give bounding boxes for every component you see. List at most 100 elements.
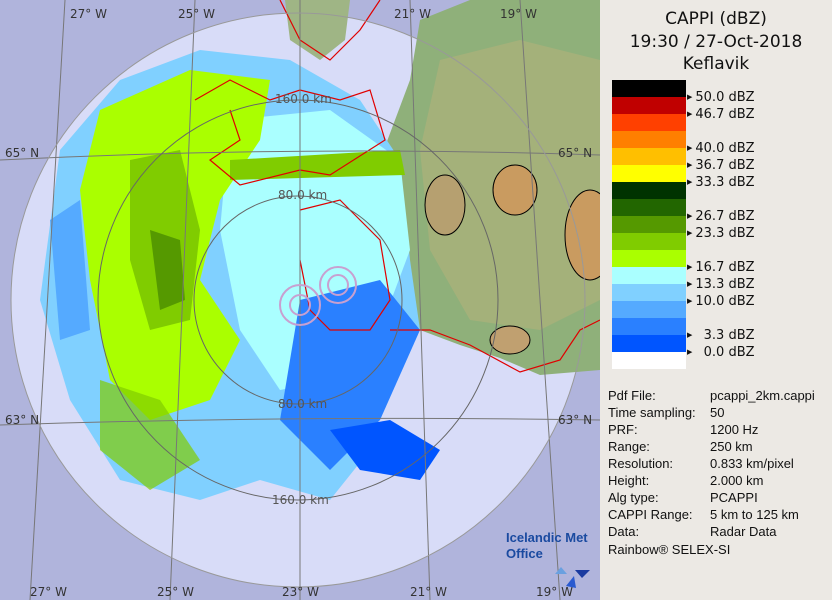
tick-marker-icon: ▶	[687, 110, 693, 118]
legend-label: ▶ 3.3 dBZ	[687, 328, 755, 343]
info-key: Time sampling:	[608, 405, 696, 420]
info-key: Height:	[608, 473, 650, 488]
legend-label: ▶ 50.0 dBZ	[687, 90, 755, 105]
info-value: 2.000 km	[710, 473, 764, 488]
range-label-80-top: 80.0 km	[278, 188, 327, 202]
legend-swatch	[612, 80, 686, 97]
info-row: Range: 250 km	[608, 438, 753, 455]
datetime: 19:30 / 27-Oct-2018	[629, 32, 803, 52]
legend-swatch	[612, 318, 686, 335]
legend-label: ▶ 0.0 dBZ	[687, 345, 755, 360]
lat-label-right: 65° N	[558, 146, 592, 160]
legend-swatch	[612, 114, 686, 131]
legend-label: ▶ 10.0 dBZ	[687, 294, 755, 309]
site-name: Keflavik	[682, 54, 750, 74]
range-label-160-top: 160.0 km	[275, 92, 332, 106]
coastline	[194, 0, 600, 373]
legend-label-text: 3.3 dBZ	[695, 328, 755, 343]
radar-map[interactable]: 160.0 km 80.0 km 80.0 km 160.0 km 27° W …	[0, 0, 600, 600]
legend-swatch	[612, 352, 686, 369]
legend-swatch	[612, 97, 686, 114]
lon-label-top: 19° W	[500, 7, 537, 21]
legend-swatch	[612, 284, 686, 301]
info-value: 1200 Hz	[710, 422, 759, 437]
lon-label-top: 25° W	[178, 7, 215, 21]
lon-label-bottom: 19° W	[536, 585, 573, 599]
legend-label-text: 36.7 dBZ	[695, 158, 755, 173]
range-label-80-bottom: 80.0 km	[278, 397, 327, 411]
legend-swatch	[612, 335, 686, 352]
tick-marker-icon: ▶	[687, 93, 693, 101]
tick-marker-icon: ▶	[687, 297, 693, 305]
info-key: CAPPI Range:	[608, 507, 693, 522]
info-value: 0.833 km/pixel	[710, 456, 794, 471]
tick-marker-icon: ▶	[687, 229, 693, 237]
info-key: Data:	[608, 524, 640, 539]
tick-marker-icon: ▶	[687, 280, 693, 288]
info-row: PRF: 1200 Hz	[608, 421, 758, 438]
range-label-160-bottom: 160.0 km	[272, 493, 329, 507]
legend-label: ▶ 40.0 dBZ	[687, 141, 755, 156]
radar-echoes	[40, 50, 440, 500]
legend-label: ▶ 36.7 dBZ	[687, 158, 755, 173]
info-key: PRF:	[608, 422, 638, 437]
legend-swatch	[612, 165, 686, 182]
legend-label-text: 33.3 dBZ	[695, 175, 755, 190]
info-panel: CAPPI (dBZ) 19:30 / 27-Oct-2018 Keflavik…	[600, 0, 832, 600]
legend-swatch	[612, 131, 686, 148]
logo-text: Icelandic Met Office	[506, 530, 588, 561]
info-row: Time sampling: 50	[608, 404, 724, 421]
info-row: Resolution: 0.833 km/pixel	[608, 455, 794, 472]
tick-marker-icon: ▶	[687, 263, 693, 271]
lon-label-top: 21° W	[394, 7, 431, 21]
tick-marker-icon: ▶	[687, 331, 693, 339]
legend-label-text: 46.7 dBZ	[695, 107, 755, 122]
glacier-outline	[489, 325, 531, 355]
info-row: Data: Radar Data	[608, 523, 776, 540]
legend-label: ▶ 46.7 dBZ	[687, 107, 755, 122]
lon-label-bottom: 27° W	[30, 585, 67, 599]
info-value: PCAPPI	[710, 490, 758, 505]
software-credit: Rainbow® SELEX-SI	[608, 542, 731, 557]
lon-label-bottom: 25° W	[157, 585, 194, 599]
legend-label-text: 50.0 dBZ	[695, 90, 755, 105]
tick-marker-icon: ▶	[687, 212, 693, 220]
legend-swatch	[612, 182, 686, 199]
tick-marker-icon: ▶	[687, 178, 693, 186]
radar-site-marker	[279, 266, 357, 326]
info-row: Pdf File: pcappi_2km.cappi	[608, 387, 815, 404]
product-title: CAPPI (dBZ)	[665, 9, 767, 29]
info-row: CAPPI Range: 5 km to 125 km	[608, 506, 799, 523]
legend-swatch	[612, 148, 686, 165]
legend-label-text: 16.7 dBZ	[695, 260, 755, 275]
legend-label: ▶ 16.7 dBZ	[687, 260, 755, 275]
legend-swatch	[612, 233, 686, 250]
info-row: Alg type: PCAPPI	[608, 489, 758, 506]
glacier-outline	[564, 189, 600, 281]
info-key: Alg type:	[608, 490, 659, 505]
tick-marker-icon: ▶	[687, 161, 693, 169]
legend-label: ▶ 33.3 dBZ	[687, 175, 755, 190]
lon-label-top: 27° W	[70, 7, 107, 21]
info-value: pcappi_2km.cappi	[710, 388, 815, 403]
info-value: 50	[710, 405, 725, 420]
lon-label-bottom: 21° W	[410, 585, 447, 599]
info-key: Range:	[608, 439, 650, 454]
info-key: Pdf File:	[608, 388, 656, 403]
info-key: Resolution:	[608, 456, 674, 471]
legend-swatch	[612, 301, 686, 318]
tick-marker-icon: ▶	[687, 144, 693, 152]
legend-label-text: 13.3 dBZ	[695, 277, 755, 292]
info-value: Radar Data	[710, 524, 777, 539]
lat-label-right: 63° N	[558, 413, 592, 427]
lat-label-left: 65° N	[5, 146, 39, 160]
glacier-outline	[424, 174, 466, 236]
legend-label-text: 10.0 dBZ	[695, 294, 755, 309]
legend-label: ▶ 26.7 dBZ	[687, 209, 755, 224]
legend-swatch	[612, 250, 686, 267]
legend-label: ▶ 23.3 dBZ	[687, 226, 755, 241]
legend-label-text: 0.0 dBZ	[695, 345, 755, 360]
legend-swatch	[612, 267, 686, 284]
legend-swatch	[612, 216, 686, 233]
legend-label-text: 23.3 dBZ	[695, 226, 755, 241]
